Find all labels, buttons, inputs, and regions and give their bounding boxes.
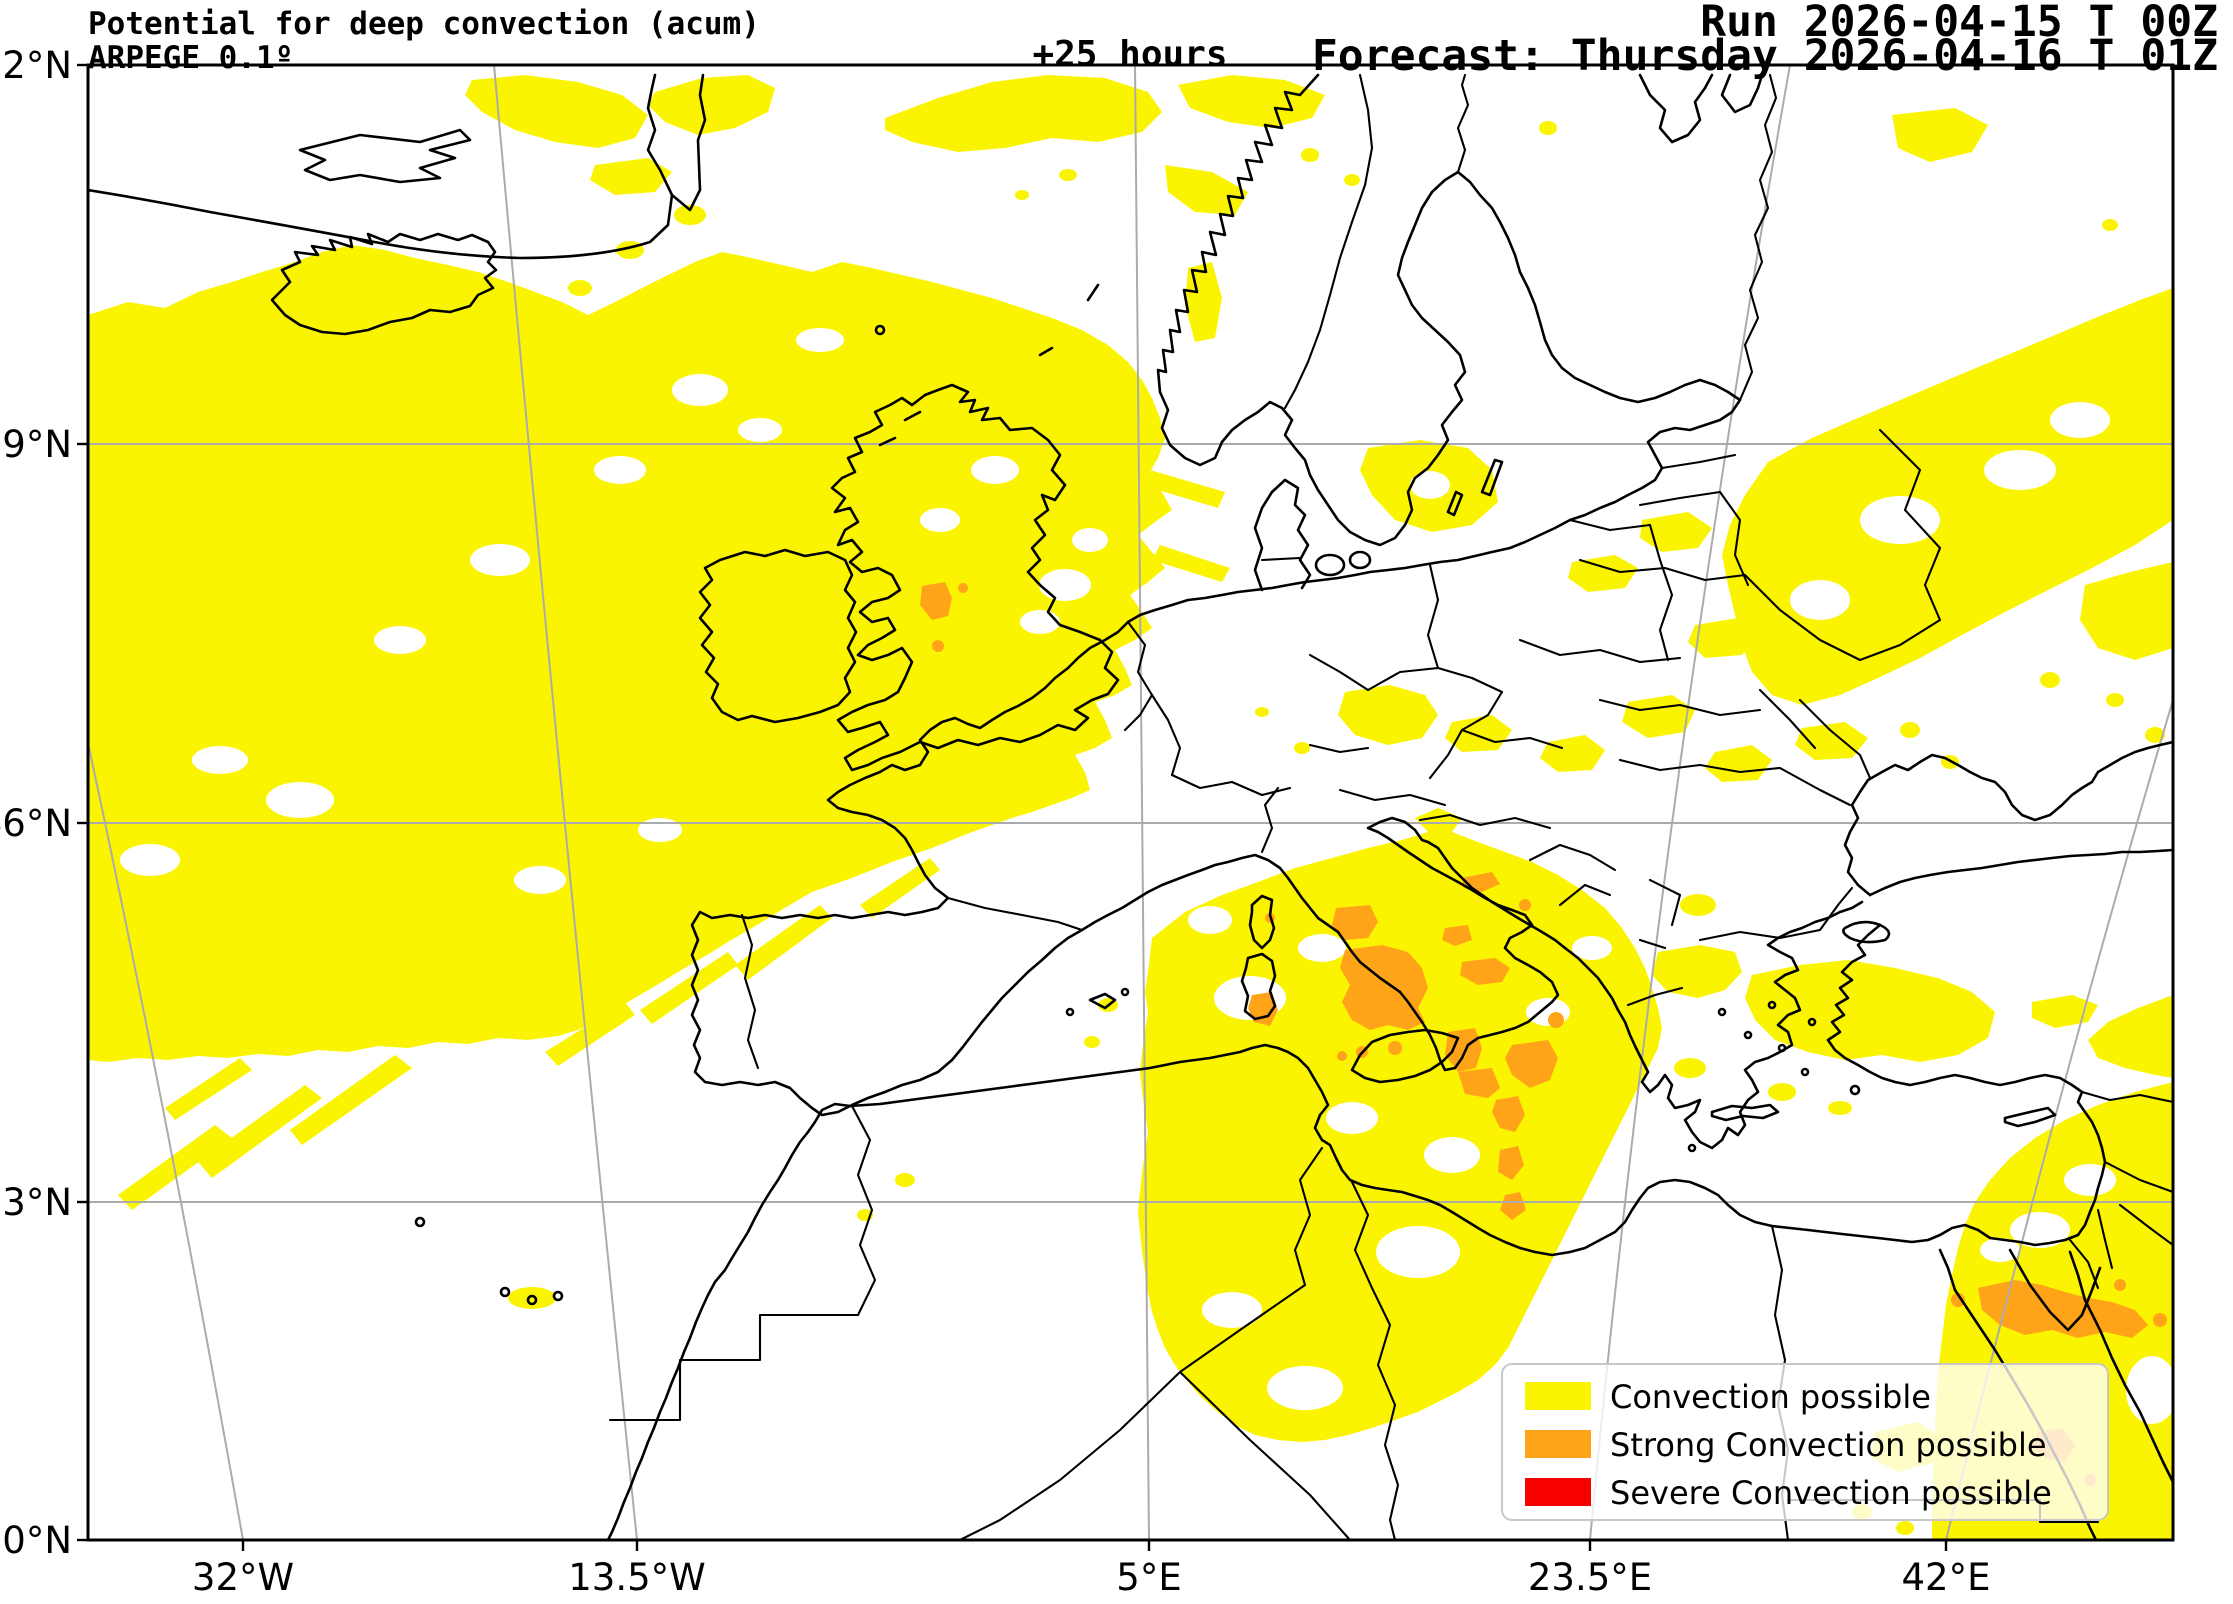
legend-label-convection: Convection possible: [1610, 1378, 1931, 1416]
lon-label-32w: 32°W: [192, 1556, 294, 1599]
model-label: ARPEGE 0.1º: [88, 40, 293, 76]
graticule: [88, 65, 2173, 1540]
lon-label-5e: 5°E: [1116, 1556, 1181, 1599]
run-label: Run 2026-04-15 T 00Z: [1700, 0, 2218, 47]
page-title: Potential for deep convection (acum): [88, 6, 760, 42]
legend-label-strong: Strong Convection possible: [1610, 1426, 2047, 1464]
legend-box: [1501, 1363, 2109, 1521]
legend-swatch-strong: [1525, 1430, 1591, 1458]
lon-label-13-5w: 13.5°W: [568, 1556, 705, 1599]
plot-frame: [86, 63, 2175, 1542]
lat-label-20n: 20°N: [0, 1519, 72, 1562]
legend-swatch-severe: [1525, 1478, 1591, 1506]
legend-swatch-convection: [1525, 1382, 1591, 1410]
lead-time-label: +25 hours: [1032, 34, 1227, 75]
legend-label-severe: Severe Convection possible: [1610, 1474, 2052, 1512]
lat-label-33n: 33°N: [0, 1181, 72, 1224]
convection-possible-layer: [88, 75, 2173, 1540]
yellow-texture-holes: [120, 328, 2173, 1424]
strong-convection-layer: [920, 582, 2167, 1486]
coastlines: [88, 73, 2173, 1540]
country-borders: [608, 73, 2173, 1540]
forecast-label: Forecast: Thursday 2026-04-16 T 01Z: [1312, 31, 2218, 81]
y-axis-labels: 72°N 59°N 46°N 33°N 20°N: [0, 44, 72, 1562]
lon-label-23-5e: 23.5°E: [1528, 1556, 1652, 1599]
lat-label-46n: 46°N: [0, 802, 72, 845]
lat-label-59n: 59°N: [0, 423, 72, 466]
lat-label-72n: 72°N: [0, 44, 72, 87]
axis-ticks: [77, 63, 1948, 1551]
header: Potential for deep convection (acum) ARP…: [88, 0, 2218, 81]
legend: Convection possible Strong Convection po…: [1501, 1363, 2109, 1521]
x-axis-labels: 32°W 13.5°W 5°E 23.5°E 42°E: [192, 1556, 1991, 1599]
lon-label-42e: 42°E: [1902, 1556, 1991, 1599]
